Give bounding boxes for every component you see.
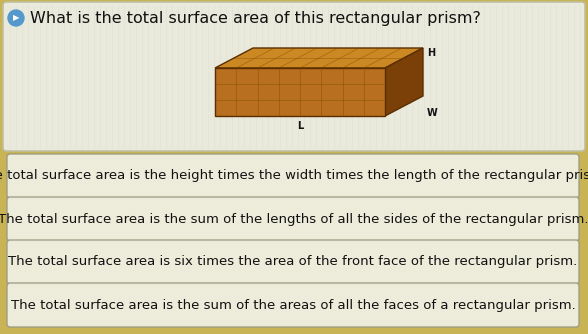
- Text: The total surface area is the sum of the lengths of all the sides of the rectang: The total surface area is the sum of the…: [0, 212, 588, 225]
- FancyBboxPatch shape: [0, 152, 588, 334]
- FancyBboxPatch shape: [7, 240, 579, 284]
- Text: H: H: [427, 48, 435, 58]
- Text: ▶: ▶: [13, 13, 19, 22]
- Text: The total surface area is six times the area of the front face of the rectangula: The total surface area is six times the …: [8, 256, 577, 269]
- FancyBboxPatch shape: [7, 154, 579, 198]
- Text: L: L: [297, 121, 303, 131]
- Text: What is the total surface area of this rectangular prism?: What is the total surface area of this r…: [30, 10, 481, 25]
- Polygon shape: [215, 68, 385, 116]
- Text: The total surface area is the height times the width times the length of the rec: The total surface area is the height tim…: [0, 169, 588, 182]
- Polygon shape: [385, 48, 423, 116]
- FancyBboxPatch shape: [3, 2, 585, 151]
- Text: The total surface area is the sum of the areas of all the faces of a rectangular: The total surface area is the sum of the…: [11, 299, 576, 312]
- FancyBboxPatch shape: [7, 283, 579, 327]
- Circle shape: [8, 10, 24, 26]
- Text: W: W: [427, 108, 437, 118]
- FancyBboxPatch shape: [7, 197, 579, 241]
- Polygon shape: [215, 48, 423, 68]
